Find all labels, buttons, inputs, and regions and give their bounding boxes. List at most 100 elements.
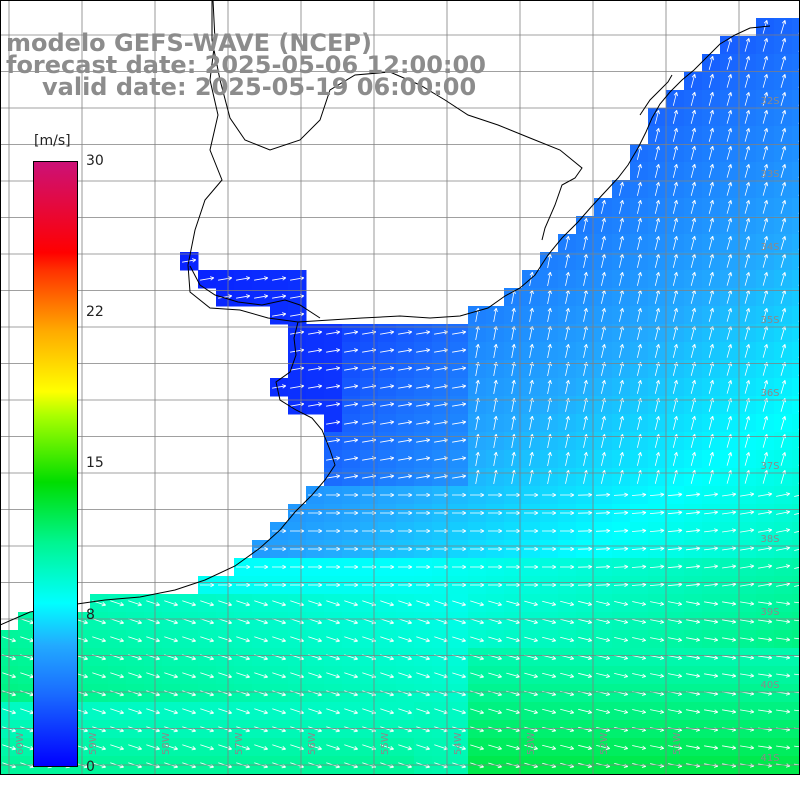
wind-cell-1107 xyxy=(486,774,505,775)
wind-arrow-112 xyxy=(726,236,733,250)
wind-arrow-1015 xyxy=(452,744,466,751)
wind-arrow-668 xyxy=(668,601,683,606)
wind-arrow-758 xyxy=(686,637,701,642)
wind-arrow-156 xyxy=(236,294,251,299)
wind-arrow-356 xyxy=(547,415,552,430)
wind-arrow-83 xyxy=(690,199,696,214)
wind-cell-479 xyxy=(792,486,800,505)
wind-arrow-925 xyxy=(452,708,466,715)
wind-arrow-700 xyxy=(452,618,466,625)
wind-arrow-816 xyxy=(110,672,124,679)
wind-arrow-505 xyxy=(740,510,755,515)
wind-cell-764 xyxy=(792,630,800,649)
wind-cell-1108 xyxy=(504,774,523,775)
wind-arrow-113 xyxy=(744,236,751,250)
wind-arrow-467 xyxy=(577,492,593,498)
wind-arrow-107 xyxy=(637,235,642,250)
wind-arrow-411 xyxy=(565,451,570,466)
wind-arrow-627 xyxy=(649,582,665,587)
wind-arrow-688 xyxy=(236,618,250,625)
wind-arrow-121 xyxy=(601,253,606,268)
wind-arrow-301 xyxy=(565,379,570,394)
wind-cell-226 xyxy=(792,324,800,343)
wind-arrow-39 xyxy=(672,127,678,142)
wind-arrow-49 xyxy=(672,145,678,160)
wind-arrow-406 xyxy=(475,451,480,466)
wind-arrow-639 xyxy=(146,600,160,607)
wind-arrow-250 xyxy=(708,343,714,358)
coastline-segment-4 xyxy=(189,265,321,319)
wind-cell-508 xyxy=(792,504,800,523)
wind-arrow-580 xyxy=(416,564,431,570)
wind-arrow-908 xyxy=(146,708,160,715)
wind-arrow-596 xyxy=(704,564,719,569)
wind-arrow-546 xyxy=(380,546,395,552)
wind-arrow-999 xyxy=(164,744,178,751)
wind-arrow-305 xyxy=(637,379,642,394)
wind-cell-1115 xyxy=(630,774,649,775)
wind-arrow-670 xyxy=(704,601,719,606)
wind-arrow-354 xyxy=(511,415,516,430)
wind-arrow-899 xyxy=(794,691,800,694)
wind-cell-1111 xyxy=(558,774,577,775)
wind-arrow-312 xyxy=(762,380,769,394)
wind-arrow-188 xyxy=(637,307,642,322)
wind-arrow-599 xyxy=(758,564,773,569)
wind-arrow-104 xyxy=(583,235,588,250)
wind-arrow-837 xyxy=(488,672,502,679)
wind-arrow-186 xyxy=(601,307,606,322)
wind-cell-2 xyxy=(792,18,800,37)
wind-arrow-817 xyxy=(128,672,142,679)
wind-cell-1090 xyxy=(180,774,199,775)
wind-arrow-690 xyxy=(272,618,286,625)
wind-arrow-1031 xyxy=(740,745,755,750)
wind-cell-899 xyxy=(792,684,800,703)
wind-arrow-1107 xyxy=(488,781,501,786)
wind-arrow-725 xyxy=(92,636,106,643)
wind-arrow-638 xyxy=(128,600,142,607)
wind-arrow-571 xyxy=(254,564,269,570)
wind-arrow-918 xyxy=(326,708,340,715)
wind-arrow-527 xyxy=(595,528,611,534)
wind-arrow-997 xyxy=(128,744,142,751)
wind-cell-1124 xyxy=(792,774,800,775)
wind-arrow-126 xyxy=(690,253,696,268)
wind-arrow-517 xyxy=(416,528,431,534)
wind-arrow-22 xyxy=(690,91,696,106)
lon-label-54w: 54W xyxy=(453,732,464,755)
wind-arrow-489 xyxy=(452,510,467,516)
wind-arrow-21 xyxy=(672,91,678,106)
wind-cell-314 xyxy=(792,378,800,397)
wind-arrow-760 xyxy=(722,637,737,642)
wind-arrow-242 xyxy=(565,343,570,358)
wind-arrow-579 xyxy=(398,564,413,570)
wind-arrow-262 xyxy=(398,366,413,371)
wind-arrow-472 xyxy=(667,492,683,497)
wind-arrow-59 xyxy=(672,163,678,178)
wind-arrow-566 xyxy=(740,546,755,551)
wind-arrow-100 xyxy=(762,218,769,232)
wind-arrow-131 xyxy=(780,254,787,268)
wind-arrow-603 xyxy=(218,582,233,588)
wind-arrow-237 xyxy=(475,343,480,358)
wind-arrow-146 xyxy=(654,271,660,286)
wind-arrow-150 xyxy=(726,272,733,286)
wind-arrow-838 xyxy=(506,672,520,679)
wind-arrow-91 xyxy=(601,217,606,232)
wind-arrow-106 xyxy=(619,235,624,250)
wind-arrow-798 xyxy=(596,655,611,660)
wind-arrow-234 xyxy=(416,348,431,353)
wind-arrow-1091 xyxy=(200,781,213,786)
wind-arrow-349 xyxy=(416,420,431,425)
wind-arrow-759 xyxy=(704,637,719,642)
wind-cell-1120 xyxy=(720,774,739,775)
wind-arrow-41 xyxy=(708,127,714,142)
wind-arrow-304 xyxy=(619,379,624,394)
wind-arrow-72 xyxy=(708,181,714,196)
wind-arrow-1023 xyxy=(596,745,611,750)
wind-arrow-122 xyxy=(619,253,624,268)
wind-cell-1086 xyxy=(108,774,127,775)
wind-arrow-114 xyxy=(762,236,769,250)
wind-arrow-1095 xyxy=(272,781,285,786)
